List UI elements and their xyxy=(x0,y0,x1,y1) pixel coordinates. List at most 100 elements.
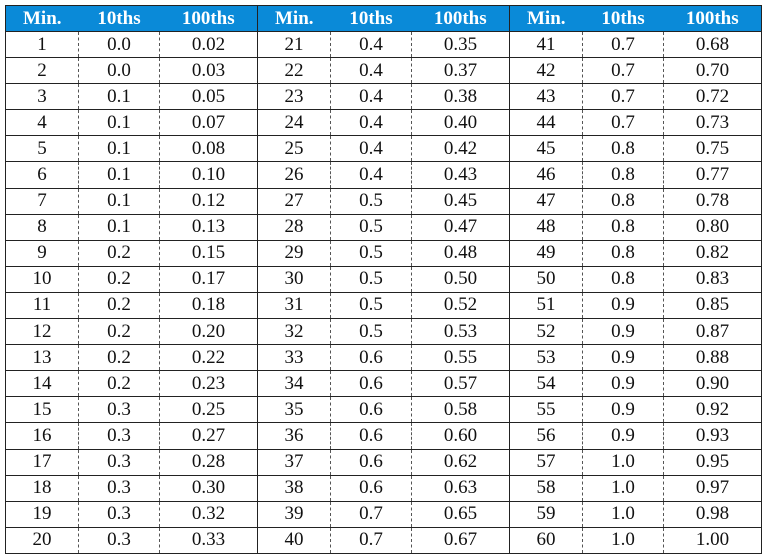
cell-hundredths: 0.95 xyxy=(663,448,762,476)
table-row: 11 0.2 0.18 31 0.5 0.52 51 0.9 0.85 xyxy=(5,291,762,319)
cell-minutes: 8 xyxy=(5,213,79,241)
cell-minutes: 35 xyxy=(257,396,331,423)
cell-hundredths: 0.67 xyxy=(411,526,510,554)
cell-minutes: 23 xyxy=(257,83,331,110)
cell-minutes: 11 xyxy=(5,291,79,319)
cell-tenths: 0.7 xyxy=(582,83,664,110)
cell-hundredths: 0.50 xyxy=(411,265,510,293)
cell-minutes: 16 xyxy=(5,422,79,449)
cell-tenths: 0.2 xyxy=(78,265,160,293)
cell-minutes: 10 xyxy=(5,265,79,293)
cell-hundredths: 0.98 xyxy=(663,500,762,528)
table-row: 12 0.2 0.20 32 0.5 0.53 52 0.9 0.87 xyxy=(5,318,762,345)
cell-tenths: 0.3 xyxy=(78,448,160,476)
cell-minutes: 44 xyxy=(509,109,583,136)
cell-tenths: 0.1 xyxy=(78,83,160,110)
cell-hundredths: 0.35 xyxy=(411,30,510,58)
cell-tenths: 0.3 xyxy=(78,422,160,449)
header-tenths: 10ths xyxy=(582,5,664,32)
cell-minutes: 25 xyxy=(257,135,331,162)
cell-hundredths: 0.20 xyxy=(159,318,258,345)
cell-hundredths: 0.83 xyxy=(663,265,762,293)
table-row: 13 0.2 0.22 33 0.6 0.55 53 0.9 0.88 xyxy=(5,344,762,371)
cell-tenths: 0.2 xyxy=(78,370,160,397)
cell-minutes: 45 xyxy=(509,135,583,162)
cell-minutes: 34 xyxy=(257,370,331,397)
cell-hundredths: 0.88 xyxy=(663,344,762,371)
cell-tenths: 0.9 xyxy=(582,291,664,319)
table-row: 20 0.3 0.33 40 0.7 0.67 60 1.0 1.00 xyxy=(5,526,762,554)
cell-tenths: 0.2 xyxy=(78,291,160,319)
cell-minutes: 30 xyxy=(257,265,331,293)
cell-minutes: 26 xyxy=(257,161,331,189)
cell-tenths: 0.8 xyxy=(582,213,664,241)
table-row: 8 0.1 0.13 28 0.5 0.47 48 0.8 0.80 xyxy=(5,213,762,241)
cell-tenths: 0.4 xyxy=(330,30,412,58)
table-row: 17 0.3 0.28 37 0.6 0.62 57 1.0 0.95 xyxy=(5,448,762,476)
header-tenths: 10ths xyxy=(330,5,412,32)
cell-tenths: 0.6 xyxy=(330,448,412,476)
cell-minutes: 28 xyxy=(257,213,331,241)
cell-minutes: 6 xyxy=(5,161,79,189)
cell-minutes: 17 xyxy=(5,448,79,476)
cell-hundredths: 0.12 xyxy=(159,187,258,215)
table-row: 6 0.1 0.10 26 0.4 0.43 46 0.8 0.77 xyxy=(5,161,762,189)
cell-hundredths: 0.93 xyxy=(663,422,762,449)
cell-hundredths: 0.68 xyxy=(663,30,762,58)
cell-hundredths: 0.87 xyxy=(663,318,762,345)
cell-tenths: 0.2 xyxy=(78,318,160,345)
cell-tenths: 0.2 xyxy=(78,239,160,267)
cell-minutes: 5 xyxy=(5,135,79,162)
cell-hundredths: 0.80 xyxy=(663,213,762,241)
cell-minutes: 50 xyxy=(509,265,583,293)
cell-tenths: 0.8 xyxy=(582,265,664,293)
cell-minutes: 55 xyxy=(509,396,583,423)
table-row: 9 0.2 0.15 29 0.5 0.48 49 0.8 0.82 xyxy=(5,239,762,267)
header-minutes: Min. xyxy=(5,5,79,32)
cell-hundredths: 0.13 xyxy=(159,213,258,241)
cell-tenths: 0.6 xyxy=(330,396,412,423)
cell-minutes: 14 xyxy=(5,370,79,397)
cell-minutes: 59 xyxy=(509,500,583,528)
cell-minutes: 19 xyxy=(5,500,79,528)
cell-tenths: 0.8 xyxy=(582,135,664,162)
cell-tenths: 0.4 xyxy=(330,109,412,136)
cell-hundredths: 0.08 xyxy=(159,135,258,162)
cell-minutes: 13 xyxy=(5,344,79,371)
cell-tenths: 0.8 xyxy=(582,187,664,215)
header-hundredths: 100ths xyxy=(663,5,762,32)
cell-tenths: 0.0 xyxy=(78,57,160,84)
cell-hundredths: 0.90 xyxy=(663,370,762,397)
table-row: 18 0.3 0.30 38 0.6 0.63 58 1.0 0.97 xyxy=(5,474,762,502)
cell-tenths: 0.3 xyxy=(78,396,160,423)
cell-tenths: 0.6 xyxy=(330,422,412,449)
cell-minutes: 46 xyxy=(509,161,583,189)
cell-hundredths: 0.18 xyxy=(159,291,258,319)
cell-tenths: 0.9 xyxy=(582,370,664,397)
cell-hundredths: 0.10 xyxy=(159,161,258,189)
cell-hundredths: 0.55 xyxy=(411,344,510,371)
table-row: 15 0.3 0.25 35 0.6 0.58 55 0.9 0.92 xyxy=(5,396,762,423)
cell-hundredths: 0.78 xyxy=(663,187,762,215)
cell-hundredths: 0.15 xyxy=(159,239,258,267)
cell-tenths: 0.7 xyxy=(330,500,412,528)
cell-minutes: 60 xyxy=(509,526,583,554)
cell-hundredths: 0.92 xyxy=(663,396,762,423)
table-row: 1 0.0 0.02 21 0.4 0.35 41 0.7 0.68 xyxy=(5,30,762,58)
cell-tenths: 1.0 xyxy=(582,500,664,528)
cell-hundredths: 0.42 xyxy=(411,135,510,162)
cell-hundredths: 0.17 xyxy=(159,265,258,293)
cell-minutes: 32 xyxy=(257,318,331,345)
cell-tenths: 0.1 xyxy=(78,213,160,241)
cell-minutes: 39 xyxy=(257,500,331,528)
cell-hundredths: 0.45 xyxy=(411,187,510,215)
cell-hundredths: 0.73 xyxy=(663,109,762,136)
table-row: 2 0.0 0.03 22 0.4 0.37 42 0.7 0.70 xyxy=(5,57,762,84)
header-hundredths: 100ths xyxy=(411,5,510,32)
cell-hundredths: 0.43 xyxy=(411,161,510,189)
cell-tenths: 0.6 xyxy=(330,370,412,397)
cell-tenths: 0.6 xyxy=(330,344,412,371)
header-minutes: Min. xyxy=(257,5,331,32)
table-row: 14 0.2 0.23 34 0.6 0.57 54 0.9 0.90 xyxy=(5,370,762,397)
cell-minutes: 54 xyxy=(509,370,583,397)
